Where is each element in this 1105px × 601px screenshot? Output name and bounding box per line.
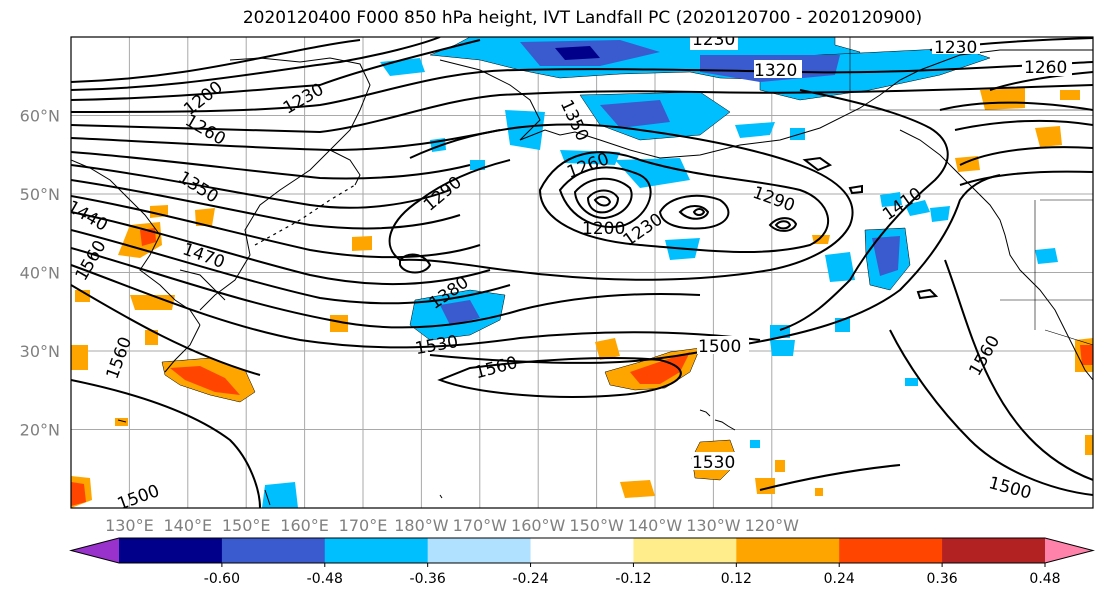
- contour-label: 1320: [754, 61, 797, 81]
- longitude-tick-label: 180°W: [394, 516, 449, 535]
- map-title: 2020120400 F000 850 hPa height, IVT Land…: [242, 8, 923, 28]
- longitude-tick-label: 130°W: [686, 516, 741, 535]
- colorbar-tick-label: 0.12: [721, 571, 752, 587]
- contour-label: 1530: [692, 453, 735, 473]
- latitude-tick-label: 20°N: [20, 421, 60, 440]
- colorbar-tick-label: 0.48: [1029, 571, 1060, 587]
- contour-label: 1200: [582, 219, 625, 239]
- contour-label: 1230: [692, 30, 735, 50]
- colorbar-swatch: [427, 538, 532, 563]
- longitude-labels: 130°E 140°E 150°E 160°E 170°E 180°W 170°W 160°W…: [105, 516, 799, 535]
- colorbar-tick-label: -0.48: [307, 571, 343, 587]
- colorbar: -0.60 -0.48 -0.36 -0.24 -0.12 0.12 0.24 0.36 0.4…: [69, 537, 1095, 587]
- contour-label: 1230: [934, 38, 977, 58]
- ivt-shading: [71, 37, 1093, 508]
- longitude-tick-label: 120°W: [745, 516, 800, 535]
- gridlines: [71, 37, 1093, 508]
- colorbar-swatch: [839, 538, 943, 563]
- latitude-labels: 60°N 50°N 40°N 30°N 20°N: [20, 107, 60, 440]
- colorbar-tick-label: -0.24: [512, 571, 548, 587]
- latitude-tick-label: 50°N: [20, 185, 60, 204]
- longitude-tick-label: 150°E: [222, 516, 271, 535]
- latitude-tick-label: 40°N: [20, 264, 60, 283]
- colorbar-outline: [69, 537, 1095, 564]
- longitude-tick-label: 140°W: [628, 516, 683, 535]
- colorbar-swatch: [633, 538, 737, 563]
- colorbar-tick-label: -0.60: [204, 571, 240, 587]
- longitude-tick-label: 140°E: [163, 516, 212, 535]
- colorbar-tick-label: 0.36: [927, 571, 958, 587]
- latitude-tick-label: 30°N: [20, 342, 60, 361]
- longitude-tick-label: 170°W: [453, 516, 508, 535]
- colorbar-extend-high: [1045, 538, 1093, 563]
- colorbar-swatch: [119, 538, 223, 563]
- colorbar-swatch: [736, 538, 840, 563]
- colorbar-swatch: [221, 538, 326, 563]
- colorbar-tick-label: -0.36: [410, 571, 446, 587]
- longitude-tick-label: 160°E: [280, 516, 329, 535]
- colorbar-swatch: [530, 538, 634, 563]
- longitude-tick-label: 160°W: [511, 516, 566, 535]
- longitude-tick-label: 130°E: [105, 516, 154, 535]
- longitude-tick-label: 170°E: [339, 516, 388, 535]
- longitude-tick-label: 150°W: [569, 516, 624, 535]
- colorbar-swatch: [942, 538, 1046, 563]
- political-borders: [849, 37, 1093, 346]
- colorbar-tick-label: 0.24: [824, 571, 855, 587]
- contour-label: 1500: [698, 337, 741, 357]
- colorbar-extend-low: [71, 538, 119, 563]
- colorbar-tick-label: -0.12: [615, 571, 651, 587]
- map-frame: [70, 36, 1094, 509]
- contour-label: 1260: [1024, 58, 1067, 78]
- latitude-tick-label: 60°N: [20, 107, 60, 126]
- height-contours: [71, 37, 1093, 508]
- colorbar-swatch: [324, 538, 429, 563]
